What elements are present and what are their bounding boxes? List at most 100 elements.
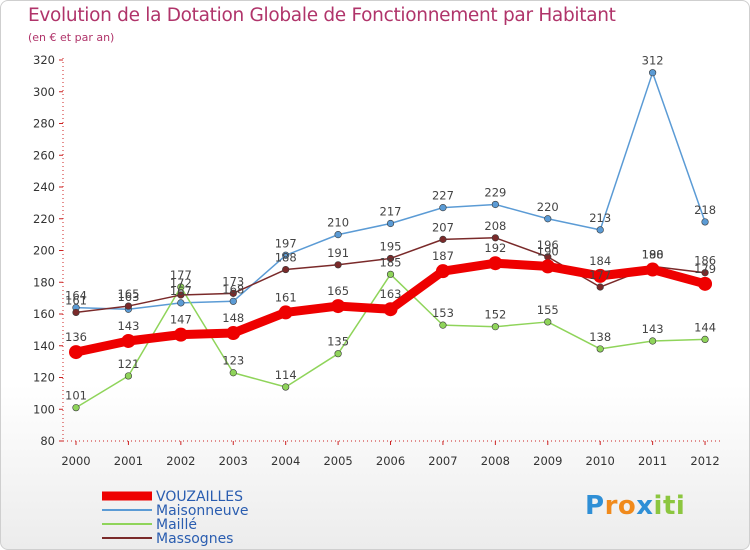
logo-letter: o xyxy=(617,491,637,521)
data-point xyxy=(439,321,447,329)
data-point xyxy=(72,308,80,317)
data-label: 165 xyxy=(327,284,349,298)
data-point xyxy=(491,234,499,242)
data-point xyxy=(278,305,293,320)
logo-letter: i xyxy=(653,491,663,521)
data-label: 135 xyxy=(327,335,349,349)
data-label: 101 xyxy=(65,389,87,403)
data-label: 208 xyxy=(484,219,506,233)
data-point xyxy=(701,269,709,277)
data-label: 144 xyxy=(694,320,716,334)
data-label: 220 xyxy=(537,200,559,214)
y-tick-label: 100 xyxy=(33,402,55,416)
data-point xyxy=(177,299,185,307)
data-point xyxy=(698,276,713,291)
data-point xyxy=(173,327,188,342)
data-label: 196 xyxy=(537,238,559,252)
chart-title: Evolution de la Dotation Globale de Fonc… xyxy=(28,5,616,26)
data-label: 161 xyxy=(65,293,87,307)
data-label: 114 xyxy=(275,368,297,382)
data-label: 164 xyxy=(65,289,87,303)
data-point xyxy=(383,302,398,317)
y-tick-label: 320 xyxy=(33,53,55,67)
data-label: 152 xyxy=(484,308,506,322)
data-point xyxy=(645,262,660,277)
y-tick-label: 280 xyxy=(33,117,55,131)
data-label: 218 xyxy=(694,203,716,217)
x-tick-label: 2001 xyxy=(114,454,143,468)
data-point xyxy=(488,256,503,271)
x-tick-label: 2002 xyxy=(166,454,195,468)
data-label: 165 xyxy=(117,287,139,301)
data-label: 177 xyxy=(589,268,611,282)
y-tick-label: 240 xyxy=(33,180,55,194)
data-point xyxy=(72,404,80,412)
data-label: 161 xyxy=(275,290,297,304)
y-tick-label: 140 xyxy=(33,339,55,353)
logo-letter: t xyxy=(662,491,676,521)
data-label: 167 xyxy=(170,284,192,298)
data-point xyxy=(229,289,237,297)
data-label: 186 xyxy=(694,254,716,268)
data-point xyxy=(649,69,657,77)
data-point xyxy=(226,326,241,341)
data-label: 147 xyxy=(170,313,192,327)
data-label: 217 xyxy=(380,205,402,219)
data-point xyxy=(540,259,555,274)
data-label: 123 xyxy=(222,354,244,368)
data-point xyxy=(386,219,395,228)
data-label: 143 xyxy=(117,319,139,333)
data-label: 136 xyxy=(65,330,87,344)
data-point xyxy=(334,350,342,358)
data-label: 179 xyxy=(694,262,716,276)
y-tick-label: 200 xyxy=(33,244,55,258)
data-point xyxy=(229,369,237,377)
data-point xyxy=(177,283,185,291)
data-label: 163 xyxy=(380,287,402,301)
data-label: 227 xyxy=(432,189,454,203)
y-tick-label: 80 xyxy=(40,434,55,448)
x-tick-label: 2009 xyxy=(533,454,562,468)
legend-label: Maisonneuve xyxy=(156,503,249,519)
data-point xyxy=(282,251,290,259)
legend-label: Maillé xyxy=(156,517,197,533)
data-point xyxy=(386,270,395,278)
y-tick-label: 120 xyxy=(33,371,55,385)
data-point xyxy=(701,218,709,226)
data-point xyxy=(121,333,136,348)
data-point xyxy=(124,372,133,380)
data-label: 213 xyxy=(589,211,611,225)
data-label: 184 xyxy=(589,254,611,268)
data-label: 191 xyxy=(327,246,349,260)
data-label: 197 xyxy=(275,236,297,250)
legend-label: Massognes xyxy=(156,531,233,547)
data-label: 168 xyxy=(222,282,244,296)
chart-subtitle: (en € et par an) xyxy=(28,31,115,44)
data-point xyxy=(491,200,499,209)
data-label: 172 xyxy=(170,276,192,290)
data-label: 153 xyxy=(432,306,454,320)
y-tick-label: 220 xyxy=(33,212,55,226)
data-point xyxy=(544,215,552,223)
data-point xyxy=(435,264,450,279)
data-point xyxy=(334,231,342,239)
x-tick-label: 2010 xyxy=(586,454,615,468)
data-label: 188 xyxy=(275,251,297,265)
data-point xyxy=(331,299,346,314)
logo-letter: x xyxy=(636,491,654,521)
data-point xyxy=(596,283,604,291)
logo-letter: r xyxy=(604,491,618,521)
x-tick-label: 2005 xyxy=(323,454,352,468)
y-tick-label: 300 xyxy=(33,85,55,99)
y-tick-label: 180 xyxy=(33,275,55,289)
data-point xyxy=(124,302,133,310)
data-label: 163 xyxy=(117,290,139,304)
data-label: 190 xyxy=(642,247,664,261)
data-point xyxy=(334,261,342,269)
data-label: 173 xyxy=(222,274,244,288)
data-point xyxy=(282,383,290,391)
y-tick-label: 260 xyxy=(33,148,55,162)
data-point xyxy=(177,291,185,299)
